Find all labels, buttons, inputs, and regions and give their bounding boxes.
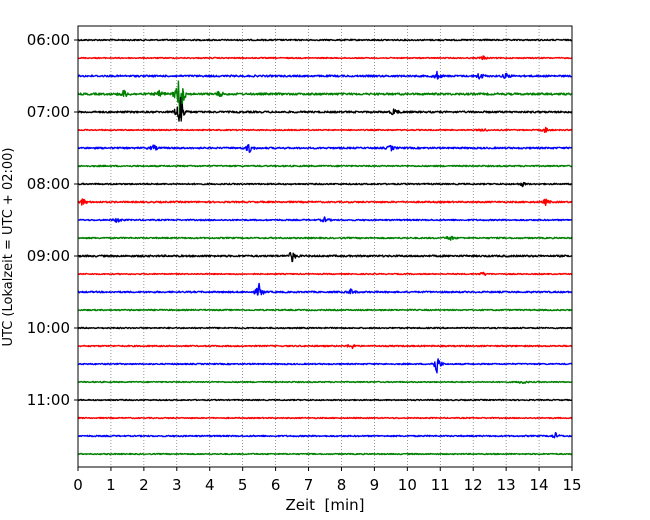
x-tick-label-13: 13 <box>497 476 516 494</box>
trace-0845 <box>78 235 572 241</box>
trace-1030 <box>78 358 572 374</box>
trace-0715 <box>78 126 572 134</box>
x-tick-label-3: 3 <box>172 476 182 494</box>
y-tick-label-0: 06:00 <box>27 31 70 49</box>
traces-group <box>78 38 572 456</box>
trace-0730 <box>78 143 572 153</box>
trace-0900 <box>78 251 572 263</box>
x-tick-label-10: 10 <box>398 476 417 494</box>
axes-frame <box>77 25 573 468</box>
trace-1130 <box>78 432 572 439</box>
y-ticks: 06:00 07:00 08:00 09:00 10:00 11:00 <box>27 31 78 409</box>
x-axis-label: Zeit [min] <box>285 496 364 514</box>
trace-0615 <box>78 55 572 61</box>
y-tick-label-3: 09:00 <box>27 247 70 265</box>
trace-1145 <box>78 452 572 456</box>
trace-0700 <box>78 96 572 122</box>
trace-1015 <box>78 344 572 350</box>
y-tick-label-1: 07:00 <box>27 103 70 121</box>
y-tick-label-4: 10:00 <box>27 319 70 337</box>
x-tick-label-4: 4 <box>205 476 215 494</box>
x-tick-label-8: 8 <box>337 476 347 494</box>
trace-0815 <box>78 198 572 207</box>
y-axis-label: UTC (Lokalzeit = UTC + 02:00) <box>1 148 16 347</box>
trace-0830 <box>78 216 572 223</box>
x-tick-label-6: 6 <box>271 476 281 494</box>
trace-1000 <box>78 326 572 330</box>
x-tick-label-12: 12 <box>464 476 483 494</box>
x-tick-label-2: 2 <box>139 476 149 494</box>
trace-0945 <box>78 308 572 312</box>
y-tick-label-2: 08:00 <box>27 175 70 193</box>
trace-0930 <box>78 282 572 296</box>
trace-0915 <box>78 271 572 276</box>
x-tick-label-7: 7 <box>304 476 314 494</box>
trace-0800 <box>78 181 572 188</box>
x-tick-label-1: 1 <box>106 476 116 494</box>
x-tick-label-14: 14 <box>530 476 549 494</box>
x-tick-label-11: 11 <box>431 476 450 494</box>
trace-0630 <box>78 70 572 80</box>
trace-1115 <box>78 416 572 420</box>
x-ticks: 0 1 2 3 4 5 6 7 8 9 10 11 12 13 14 15 <box>73 467 582 494</box>
x-tick-label-9: 9 <box>370 476 380 494</box>
x-tick-label-15: 15 <box>562 476 581 494</box>
x-tick-label-5: 5 <box>238 476 248 494</box>
trace-0645 <box>78 80 572 119</box>
trace-0745 <box>78 164 572 168</box>
trace-1045 <box>78 380 572 384</box>
trace-1100 <box>78 398 572 402</box>
trace-0600 <box>78 38 572 42</box>
y-tick-label-5: 11:00 <box>27 391 70 409</box>
x-tick-label-0: 0 <box>73 476 83 494</box>
